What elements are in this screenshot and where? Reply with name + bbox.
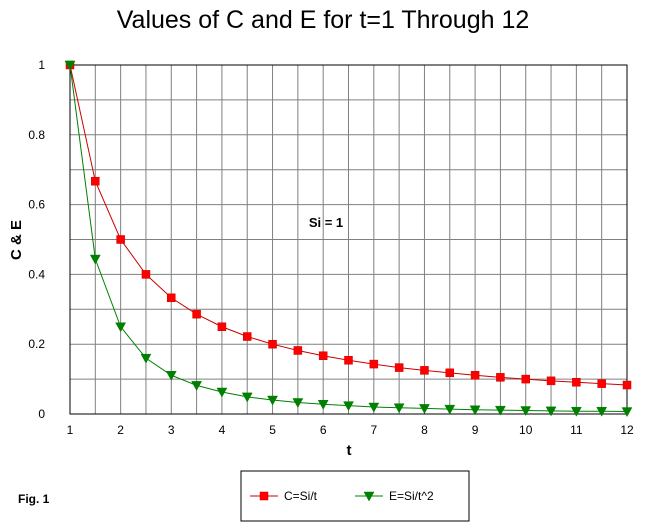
data-point	[192, 309, 201, 319]
data-point	[622, 380, 632, 390]
plot-area	[69, 64, 628, 415]
data-point	[241, 392, 253, 403]
data-point	[191, 381, 203, 391]
data-point	[494, 405, 506, 416]
x-tick-label: 12	[620, 423, 634, 437]
data-point	[520, 406, 532, 417]
data-point	[91, 176, 100, 186]
y-tick-label: 0.8	[28, 128, 45, 142]
x-tick-label: 6	[320, 423, 327, 437]
legend-label: C=Si/t	[284, 489, 318, 503]
figure-label: Fig. 1	[18, 492, 50, 506]
legend: C=Si/t E=Si/t^2	[250, 489, 434, 503]
data-point	[444, 404, 456, 415]
data-point	[521, 374, 530, 384]
data-point	[343, 401, 354, 412]
x-tick-label: 10	[519, 423, 533, 437]
x-tick-label: 4	[219, 423, 226, 437]
data-point	[369, 359, 379, 369]
y-tick-label: 0.4	[28, 267, 45, 281]
data-point	[545, 406, 557, 417]
y-tick-label: 0.2	[28, 337, 45, 351]
data-point	[572, 377, 581, 387]
y-tick-labels: 0 0.2 0.4 0.6 0.8 1	[28, 58, 45, 421]
x-tick-label: 3	[168, 423, 175, 437]
chart-title: Values of C and E for t=1 Through 12	[117, 6, 530, 34]
y-tick-label: 0.6	[28, 198, 45, 212]
series-2	[64, 60, 633, 418]
data-point	[469, 405, 481, 416]
data-point	[216, 387, 228, 398]
data-point	[292, 398, 304, 408]
data-point	[621, 407, 633, 418]
data-point	[368, 402, 380, 413]
legend-marker	[259, 491, 269, 501]
data-point	[167, 293, 176, 303]
data-point	[140, 353, 152, 364]
data-point	[419, 404, 430, 414]
data-point	[217, 322, 227, 331]
legend-entry: E=Si/t^2	[355, 489, 434, 503]
data-point	[268, 339, 277, 349]
data-point	[116, 235, 125, 244]
data-point	[318, 351, 328, 360]
y-tick-label: 1	[38, 58, 45, 72]
x-tick-labels: 1 2 3 4 5 6 7 8 9 10 11 12	[67, 423, 634, 437]
data-point	[420, 366, 429, 375]
data-point	[64, 60, 76, 71]
x-axis-label: t	[347, 442, 352, 459]
data-point	[242, 332, 252, 341]
data-point	[293, 346, 303, 355]
legend-marker	[363, 491, 375, 502]
si-annotation: Si = 1	[309, 215, 343, 230]
grid	[70, 65, 627, 414]
data-point	[317, 399, 329, 410]
data-point	[141, 270, 151, 279]
x-tick-label: 1	[67, 423, 74, 437]
data-point	[394, 363, 404, 372]
y-axis-label: C & E	[8, 220, 25, 260]
legend-entry: C=Si/t	[250, 489, 318, 503]
y-tick-label: 0	[38, 407, 45, 421]
data-point	[470, 371, 480, 380]
data-point	[445, 368, 455, 378]
data-point	[496, 373, 505, 382]
data-point	[115, 322, 127, 333]
data-point	[89, 254, 101, 265]
series-group	[64, 60, 633, 418]
data-point	[165, 371, 177, 381]
data-point	[267, 395, 278, 406]
x-tick-label: 8	[421, 423, 428, 437]
data-point	[596, 406, 608, 417]
data-point	[546, 376, 556, 386]
data-point	[393, 403, 405, 414]
x-tick-label: 7	[370, 423, 377, 437]
data-point	[344, 356, 353, 365]
x-tick-label: 11	[570, 423, 583, 437]
x-tick-label: 2	[117, 423, 124, 437]
data-point	[597, 379, 606, 388]
x-tick-label: 9	[472, 423, 479, 437]
x-tick-label: 5	[269, 423, 276, 437]
data-point	[570, 406, 582, 417]
legend-label: E=Si/t^2	[389, 489, 434, 503]
